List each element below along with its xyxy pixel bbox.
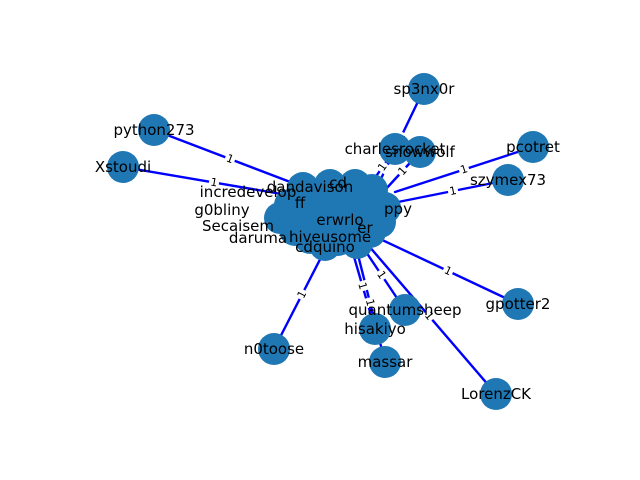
cluster-text-c: ppy — [384, 200, 412, 218]
node-label-python273: python273 — [113, 121, 194, 139]
hub-label-6: hiveusome — [289, 228, 371, 246]
hub-label-0: incredevelop — [200, 183, 297, 201]
hub-label-5: cdquino — [295, 238, 355, 256]
edge-weight-hisakiyo-group: 1 — [354, 279, 371, 293]
edge-weight-python273-bg — [222, 150, 238, 168]
edge-weight-LorenzCK-bg — [420, 307, 438, 325]
edge-weight-quantumsheep-bg — [372, 266, 391, 284]
edge-weight-szymex73: 1 — [448, 184, 457, 198]
node-charlesrocket — [379, 133, 411, 165]
node-gpotter2 — [502, 288, 534, 320]
hub-label-4: daruma — [229, 229, 287, 247]
node-label-szymex73: szymex73 — [470, 171, 546, 189]
cluster-text-b: ff — [295, 194, 306, 212]
node-Xstoudi — [107, 151, 139, 183]
edge-weight-pcotret: 1 — [459, 162, 470, 177]
node-label-quantumsheep: quantumsheep — [348, 301, 461, 319]
hub-node-20 — [341, 227, 373, 259]
edge-weight-pcotret-bg — [457, 161, 471, 178]
edge-weight-LorenzCK-group: 1 — [420, 307, 438, 325]
edge-weight-szymex73-bg — [446, 183, 460, 199]
edge-weight-n0toose-group: 1 — [293, 286, 311, 303]
edge-weight-quantumsheep-group: 1 — [372, 266, 391, 284]
edge-weight-charlesrocket-group: 1 — [373, 158, 392, 176]
edge-weight-gpotter2-bg — [440, 262, 456, 280]
edge-weight-massar-group: 1 — [361, 295, 379, 310]
node-label-Xstoudi: Xstoudi — [95, 158, 151, 176]
edge-weight-snowwolf-bg — [393, 162, 412, 180]
node-quantumsheep — [389, 294, 421, 326]
edge-weight-charlesrocket-bg — [373, 158, 392, 176]
edge-weight-massar: 1 — [363, 298, 377, 308]
node-n0toose — [258, 333, 290, 365]
node-python273 — [138, 114, 170, 146]
node-pcotret — [517, 131, 549, 163]
edge-weight-gpotter2: 1 — [442, 264, 454, 279]
node-label-pcotret: pcotret — [506, 138, 560, 156]
edge-weight-Xstoudi: 1 — [209, 176, 218, 190]
edge-weight-snowwolf-group: 1 — [393, 162, 412, 180]
edge-weight-pcotret-group: 1 — [457, 161, 471, 178]
edge-weight-Xstoudi-bg — [207, 174, 221, 191]
edge-weight-python273-group: 1 — [222, 150, 238, 168]
hub-label-2: g0bliny — [194, 201, 249, 219]
edge-weight-hisakiyo: 1 — [355, 281, 369, 291]
edge-weight-massar-bg — [361, 295, 379, 310]
node-sp3nx0r — [408, 73, 440, 105]
edge-weight-n0toose-bg — [293, 286, 311, 303]
node-label-gpotter2: gpotter2 — [486, 295, 551, 313]
edge-weight-hisakiyo-bg — [354, 279, 371, 293]
node-label-n0toose: n0toose — [244, 340, 304, 358]
node-label-LorenzCK: LorenzCK — [461, 385, 532, 403]
node-szymex73 — [492, 164, 524, 196]
node-hisakiyo — [359, 313, 391, 345]
node-massar — [369, 346, 401, 378]
edge-weight-gpotter2-group: 1 — [440, 262, 456, 280]
node-label-snowwolf: snowwolf — [385, 143, 455, 161]
node-LorenzCK — [480, 378, 512, 410]
node-snowwolf — [404, 136, 436, 168]
hub-label-3: Secaisem — [202, 217, 274, 235]
edge-weight-Xstoudi-group: 1 — [207, 174, 221, 191]
node-label-charlesrocket: charlesrocket — [345, 140, 446, 158]
hub-label-7: erwrlo — [316, 211, 363, 229]
node-label-massar: massar — [358, 353, 414, 371]
node-layer — [107, 73, 549, 410]
edge-weight-szymex73-group: 1 — [446, 183, 460, 199]
node-label-sp3nx0r: sp3nx0r — [394, 80, 456, 98]
hub-node-21 — [309, 229, 341, 261]
cluster-text-a: cd — [329, 174, 347, 192]
node-label-hisakiyo: hisakiyo — [344, 320, 406, 338]
hub-label-1: dandavison — [267, 178, 353, 196]
cluster-text-d: er — [357, 219, 373, 237]
edge-weight-python273: 1 — [224, 152, 235, 167]
